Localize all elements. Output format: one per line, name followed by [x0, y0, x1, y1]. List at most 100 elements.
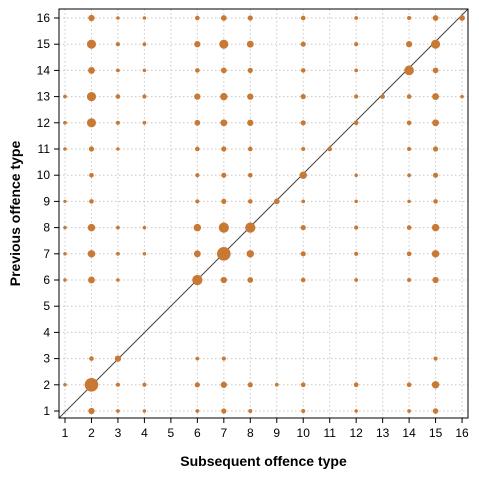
data-point — [432, 119, 440, 127]
data-point — [116, 16, 120, 20]
data-point — [114, 355, 122, 362]
data-point — [87, 250, 96, 258]
data-point — [433, 356, 438, 361]
data-point — [220, 92, 228, 101]
data-point — [431, 250, 440, 258]
data-point — [247, 382, 253, 388]
data-point — [194, 382, 200, 388]
data-point — [88, 66, 95, 74]
data-point — [142, 225, 147, 230]
x-tick-label: 3 — [115, 426, 122, 440]
data-point — [247, 67, 253, 73]
data-point — [194, 93, 201, 100]
data-point — [116, 409, 120, 413]
data-point — [354, 94, 359, 99]
x-tick-label: 8 — [247, 426, 254, 440]
data-point — [115, 382, 120, 387]
data-point — [63, 383, 67, 387]
data-point — [220, 15, 227, 21]
data-point — [431, 381, 440, 389]
x-tick-label: 7 — [220, 426, 227, 440]
x-axis-ticks: 1 2 3 4 5 6 7 8 9 10 11 12 13 14 15 16 — [62, 418, 469, 440]
y-tick-label: 16 — [37, 11, 51, 25]
data-point — [218, 222, 229, 233]
data-point — [220, 381, 227, 388]
data-point — [327, 146, 333, 152]
data-point — [248, 408, 253, 414]
data-point — [404, 65, 414, 76]
data-point — [300, 94, 306, 100]
data-point — [89, 199, 94, 204]
data-point — [300, 277, 306, 283]
data-point — [63, 94, 67, 99]
data-point — [433, 199, 438, 204]
data-point — [116, 225, 120, 230]
data-point — [405, 41, 413, 48]
data-point — [300, 68, 306, 73]
x-tick-label: 1 — [62, 426, 69, 440]
data-point — [219, 39, 229, 49]
y-tick-label: 14 — [37, 63, 51, 77]
data-point — [300, 41, 306, 47]
data-point — [115, 94, 121, 99]
data-point — [246, 250, 255, 258]
data-point — [247, 146, 253, 152]
data-point — [116, 278, 120, 282]
y-tick-label: 1 — [43, 404, 50, 418]
data-point — [432, 67, 439, 74]
data-point — [195, 173, 200, 178]
data-point — [195, 409, 200, 413]
data-point — [63, 225, 67, 230]
x-tick-label: 5 — [168, 426, 175, 440]
data-point — [194, 41, 201, 48]
x-tick-label: 4 — [141, 426, 148, 440]
data-point — [84, 378, 99, 392]
reference-line — [58, 8, 469, 419]
data-point — [247, 15, 253, 21]
data-point — [142, 94, 147, 99]
data-point — [300, 251, 306, 257]
y-tick-label: 12 — [37, 116, 51, 130]
data-point — [354, 409, 358, 413]
data-point — [300, 120, 306, 126]
data-point — [221, 198, 227, 204]
data-point — [142, 68, 147, 73]
y-tick-label: 15 — [37, 37, 51, 51]
data-point — [63, 120, 67, 125]
data-point — [406, 251, 412, 257]
data-point — [273, 198, 280, 205]
plot-frame — [58, 8, 469, 419]
data-point — [195, 68, 200, 73]
data-point — [88, 146, 95, 152]
grid — [59, 9, 468, 418]
data-point — [354, 278, 359, 282]
y-tick-label: 10 — [37, 168, 51, 182]
data-point — [217, 247, 231, 261]
data-point — [115, 42, 120, 47]
x-tick-label: 15 — [429, 426, 443, 440]
data-point — [431, 223, 440, 232]
data-point — [88, 407, 95, 415]
x-tick-label: 11 — [323, 426, 336, 440]
x-tick-label: 12 — [349, 426, 363, 440]
data-point — [300, 225, 306, 231]
data-point — [353, 120, 359, 126]
y-tick-label: 6 — [43, 273, 50, 287]
data-point — [407, 146, 412, 152]
data-point — [142, 252, 147, 256]
data-point — [354, 199, 358, 204]
data-point — [142, 16, 147, 20]
y-axis-title: Previous offence type — [7, 141, 23, 287]
data-point — [195, 356, 200, 361]
data-point — [407, 409, 411, 413]
data-point — [300, 15, 306, 21]
data-point — [432, 276, 439, 284]
data-point — [299, 171, 307, 179]
data-point — [354, 225, 359, 230]
data-point — [406, 120, 412, 126]
data-point — [193, 250, 201, 258]
data-point — [459, 15, 465, 21]
x-tick-label: 10 — [297, 426, 311, 440]
